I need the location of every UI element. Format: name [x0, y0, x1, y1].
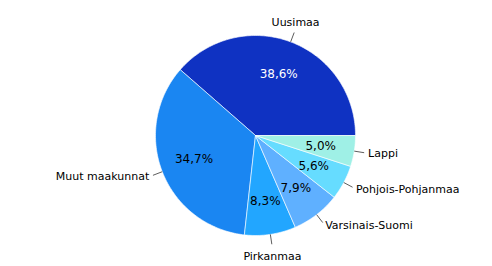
svg-text:Uusimaa: Uusimaa: [272, 16, 320, 29]
svg-text:5,0%: 5,0%: [305, 139, 336, 153]
svg-text:34,7%: 34,7%: [175, 152, 213, 166]
svg-text:38,6%: 38,6%: [260, 67, 298, 81]
svg-text:5,6%: 5,6%: [298, 159, 329, 173]
svg-text:Varsinais-Suomi: Varsinais-Suomi: [325, 219, 413, 232]
svg-text:Muut maakunnat: Muut maakunnat: [56, 170, 150, 183]
svg-text:7,9%: 7,9%: [281, 181, 312, 195]
svg-text:Pirkanmaa: Pirkanmaa: [243, 250, 301, 263]
svg-text:Pohjois-Pohjanmaa: Pohjois-Pohjanmaa: [356, 183, 459, 196]
svg-text:Lappi: Lappi: [368, 147, 398, 160]
svg-text:8,3%: 8,3%: [250, 194, 281, 208]
